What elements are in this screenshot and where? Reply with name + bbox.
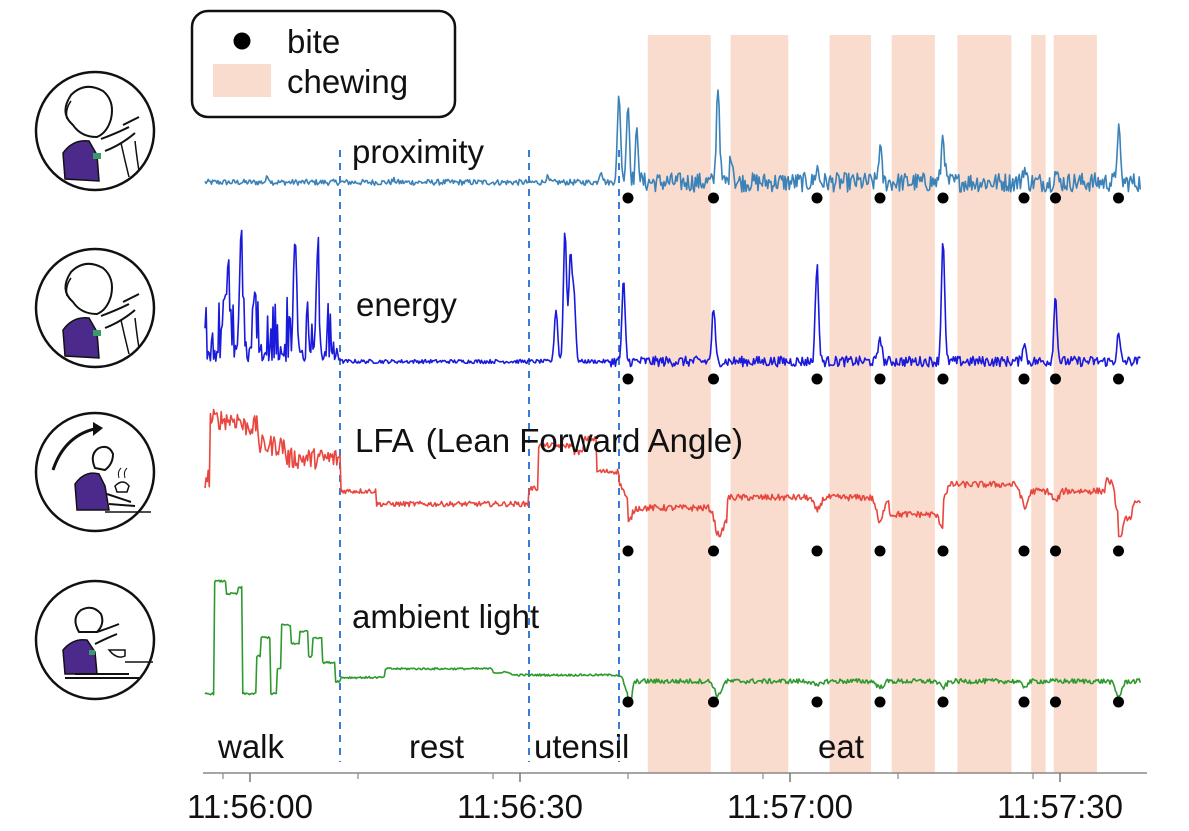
bite-marker-4-8 bbox=[1113, 696, 1124, 708]
chewing-band-6 bbox=[1031, 35, 1046, 773]
bite-marker-4-4 bbox=[874, 696, 886, 708]
bite-marker-3-3 bbox=[811, 545, 823, 557]
bite-marker-3-4 bbox=[874, 545, 886, 557]
bite-marker-2-6 bbox=[1018, 373, 1030, 385]
chewing-band-5 bbox=[957, 35, 1012, 773]
series-line-ambient-light bbox=[204, 579, 1142, 708]
bite-marker-3-5 bbox=[937, 545, 949, 557]
bite-marker-1-5 bbox=[937, 192, 949, 204]
chewing-band-2 bbox=[730, 35, 789, 773]
bite-marker-2-2 bbox=[708, 373, 719, 385]
chewing-band-4 bbox=[891, 35, 935, 773]
x-axis-ticks: 11:56:00 11:56:30 11:57:00 11:57:30 bbox=[187, 773, 1123, 825]
bite-marker-3-8 bbox=[1113, 545, 1124, 557]
bite-marker-4-7 bbox=[1050, 696, 1061, 708]
chewing-band-7 bbox=[1053, 35, 1097, 773]
x-tick-label-2: 11:56:30 bbox=[457, 788, 583, 825]
legend-bite-label: bite bbox=[287, 23, 340, 60]
bite-marker-3-6 bbox=[1018, 545, 1030, 557]
series-line-proximity bbox=[204, 89, 1142, 193]
bite-marker-4-2 bbox=[708, 696, 719, 708]
activity-eat-label: eat bbox=[818, 728, 864, 765]
legend-bite-marker bbox=[233, 32, 251, 50]
legend-chewing-label: chewing bbox=[287, 63, 408, 100]
bite-marker-1-7 bbox=[1050, 192, 1061, 204]
x-tick-label-1: 11:56:00 bbox=[187, 788, 313, 825]
bite-marker-1-6 bbox=[1018, 192, 1030, 204]
proximity-person-icon bbox=[34, 70, 156, 192]
bite-marker-2-7 bbox=[1050, 373, 1061, 385]
lfa-abbrev: LFA bbox=[355, 422, 414, 459]
series-line-energy bbox=[204, 229, 1141, 368]
x-tick-label-4: 11:57:30 bbox=[997, 788, 1123, 825]
energy-label: energy bbox=[356, 286, 457, 323]
bite-marker-1-8 bbox=[1113, 192, 1124, 204]
bite-markers bbox=[622, 192, 1124, 708]
chewing-bands bbox=[647, 35, 1097, 773]
bite-marker-3-7 bbox=[1050, 545, 1061, 557]
bite-marker-2-5 bbox=[937, 373, 949, 385]
lfa-full-name: (Lean Forward Angle) bbox=[426, 422, 743, 459]
bite-marker-4-6 bbox=[1018, 696, 1030, 708]
legend-chewing-swatch bbox=[213, 64, 271, 97]
bite-marker-2-1 bbox=[622, 373, 634, 385]
lfa-person-icon bbox=[34, 411, 156, 533]
bite-marker-1-2 bbox=[708, 192, 719, 204]
chewing-band-1 bbox=[647, 35, 711, 773]
bite-marker-3-2 bbox=[708, 545, 719, 557]
bite-marker-4-1 bbox=[622, 696, 634, 708]
bite-marker-2-4 bbox=[874, 373, 886, 385]
lfa-label: LFA (Lean Forward Angle) bbox=[355, 422, 743, 459]
ambient-light-person-icon bbox=[34, 579, 156, 701]
x-axis: 11:56:00 11:56:30 11:57:00 11:57:30 bbox=[187, 772, 1147, 825]
proximity-label: proximity bbox=[352, 133, 485, 170]
bite-marker-1-3 bbox=[811, 192, 823, 204]
bite-marker-3-1 bbox=[622, 545, 634, 557]
chewing-band-3 bbox=[829, 35, 871, 773]
activity-walk-label: walk bbox=[217, 728, 285, 765]
legend: bite chewing bbox=[190, 9, 457, 119]
energy-person-icon bbox=[34, 247, 156, 369]
bite-marker-2-3 bbox=[811, 373, 823, 385]
bite-marker-2-8 bbox=[1113, 373, 1124, 385]
bite-marker-4-5 bbox=[937, 696, 949, 708]
bite-marker-1-1 bbox=[622, 192, 634, 204]
series-line-lfa bbox=[204, 408, 1141, 538]
bite-marker-4-3 bbox=[811, 696, 823, 708]
activity-rest-label: rest bbox=[409, 728, 464, 765]
ambient-light-label: ambient light bbox=[352, 598, 539, 635]
bite-marker-1-4 bbox=[874, 192, 886, 204]
x-tick-label-3: 11:57:00 bbox=[727, 788, 853, 825]
activity-utensil-label: utensil bbox=[534, 728, 629, 765]
series-group bbox=[204, 89, 1142, 708]
